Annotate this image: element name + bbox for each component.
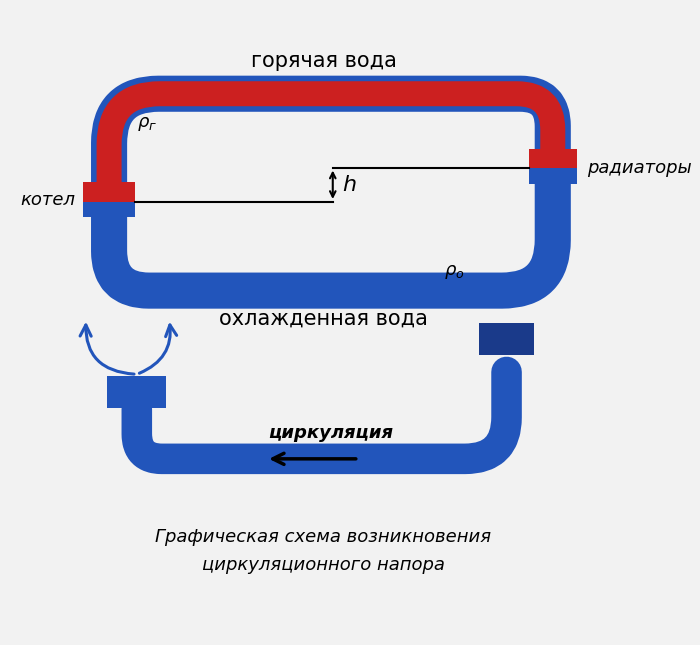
FancyArrowPatch shape [139, 325, 176, 373]
Bar [479, 323, 534, 355]
Text: горячая вода: горячая вода [251, 52, 396, 72]
Text: циркуляция: циркуляция [268, 424, 393, 442]
Text: $\rho_г$: $\rho_г$ [136, 115, 157, 134]
Text: циркуляционного напора: циркуляционного напора [202, 556, 445, 574]
Text: охлажденная вода: охлажденная вода [219, 308, 428, 328]
Bar [528, 149, 577, 168]
FancyArrowPatch shape [80, 325, 134, 374]
Bar [83, 181, 135, 202]
Text: радиаторы: радиаторы [587, 159, 692, 177]
Bar [83, 202, 135, 217]
Text: котел: котел [21, 191, 76, 209]
Bar [528, 168, 577, 184]
Text: $\rho_о$: $\rho_о$ [444, 263, 464, 281]
Text: h: h [342, 175, 356, 195]
Bar [107, 376, 167, 408]
Text: Графическая схема возникновения: Графическая схема возникновения [155, 528, 491, 546]
